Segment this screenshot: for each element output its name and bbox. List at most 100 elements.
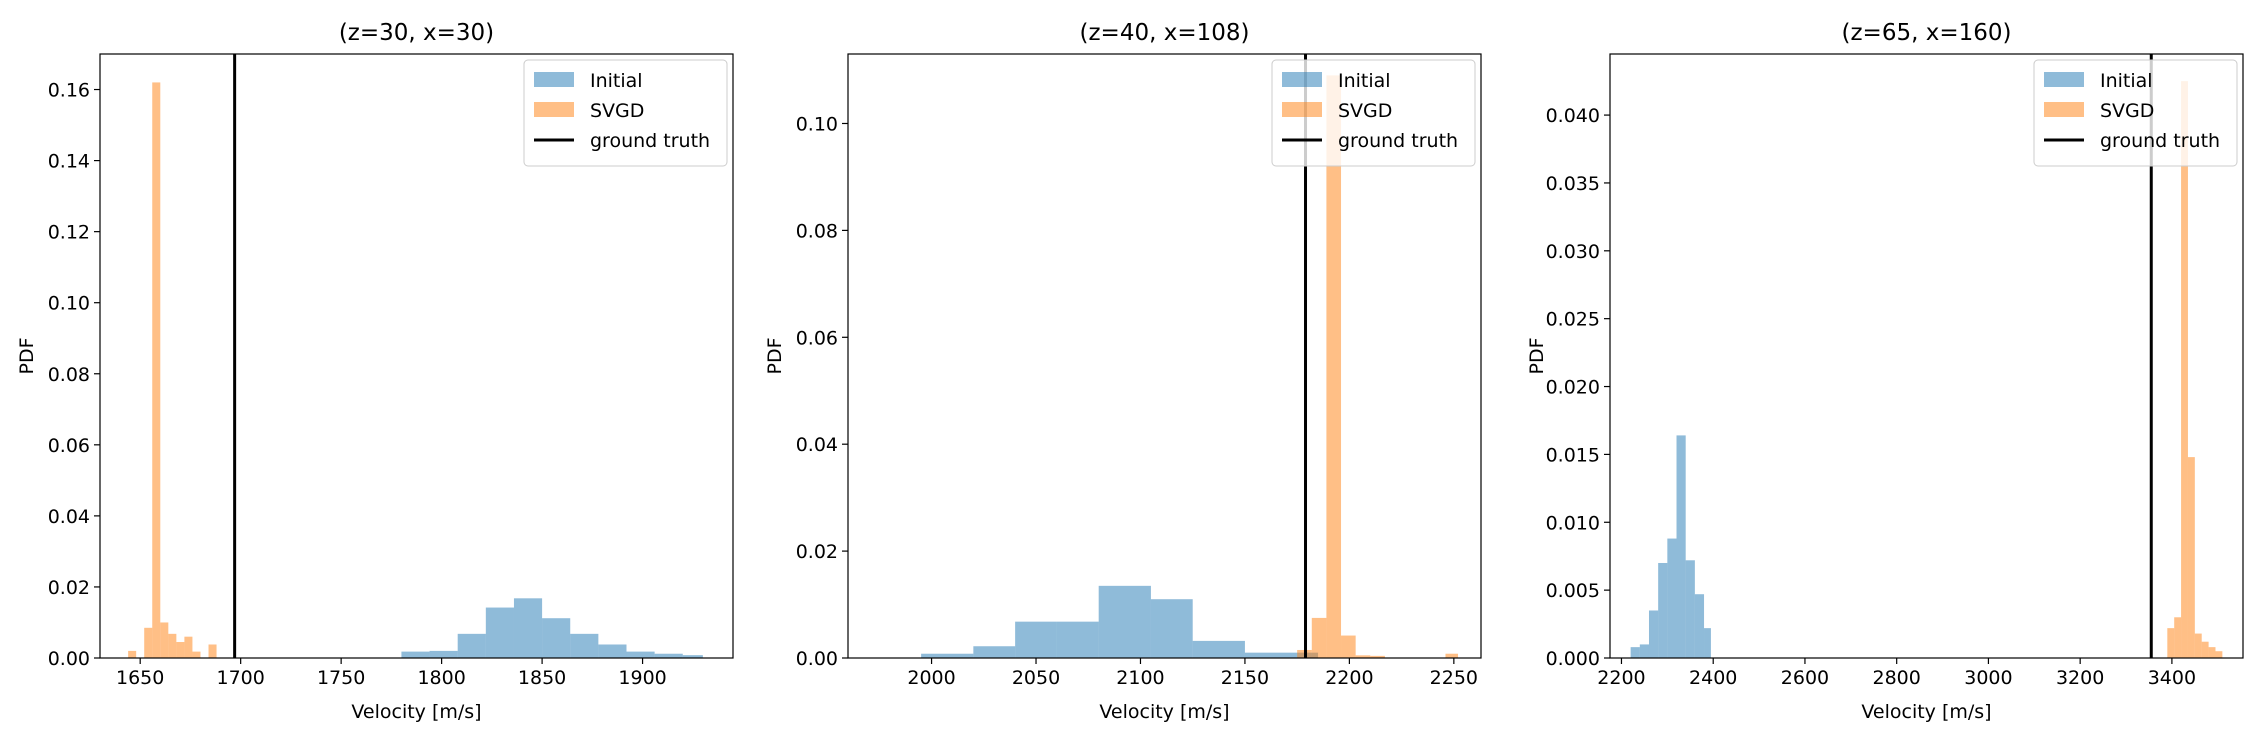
hist-bar-svgd: [168, 633, 177, 658]
axes-frame: [99, 53, 734, 659]
y-tick-label: 0.06: [796, 327, 838, 349]
legend-label-truth: ground truth: [2100, 130, 2220, 152]
hist-bar-svgd: [1370, 655, 1385, 658]
legend-box: [523, 59, 728, 167]
hist-bar-svgd: [2181, 81, 2188, 658]
plot-area: [128, 54, 703, 658]
y-tick-label: 0.16: [48, 80, 90, 102]
y-tick-label: 0.025: [1546, 309, 1600, 331]
hist-bar-initial: [542, 618, 571, 658]
hist-bar-initial: [1648, 610, 1659, 658]
legend-label-initial: Initial: [1338, 70, 1391, 92]
x-tick-label: 2150: [1221, 667, 1269, 689]
legend-swatch-initial: [2044, 72, 2084, 87]
legend-label-svgd: SVGD: [1338, 100, 1392, 122]
hist-bar-svgd: [2208, 647, 2216, 658]
hist-bar-svgd: [2194, 633, 2202, 658]
hist-bar-svgd: [1355, 655, 1371, 658]
legend-swatch-initial: [534, 72, 574, 87]
y-tick-label: 0.015: [1546, 444, 1600, 466]
legend-label-initial: Initial: [590, 70, 643, 92]
x-tick-label: 3400: [2148, 667, 2196, 689]
legend-swatch-svgd: [534, 102, 574, 117]
x-axis-label: Velocity [m/s]: [351, 701, 481, 723]
hist-bar-svgd: [2215, 651, 2223, 658]
hist-bar-initial: [682, 655, 703, 658]
chart-title: (z=40, x=108): [1080, 20, 1250, 46]
y-tick-label: 0.040: [1546, 105, 1600, 127]
x-tick-label: 1850: [518, 667, 566, 689]
legend: Initial SVGD ground truth: [2033, 59, 2238, 167]
legend-label-svgd: SVGD: [590, 100, 644, 122]
legend-swatch-svgd: [1282, 102, 1322, 117]
x-tick-label: 2050: [1012, 667, 1060, 689]
hist-bar-svgd: [144, 627, 153, 658]
hist-bar-initial: [1630, 647, 1640, 658]
hist-bar-svgd: [1311, 617, 1327, 658]
hist-bar-svgd: [152, 82, 161, 658]
hist-bar-svgd: [1341, 635, 1356, 658]
legend-swatch-svgd: [2044, 102, 2084, 117]
x-tick-label: 2250: [1430, 667, 1478, 689]
hist-bar-initial: [1667, 538, 1677, 658]
x-tick-label: 3200: [2056, 667, 2104, 689]
y-tick-label: 0.00: [796, 648, 838, 670]
x-tick-label: 2200: [1597, 667, 1645, 689]
hist-bar-svgd: [192, 651, 201, 658]
hist-bar-initial: [1098, 585, 1151, 658]
hist-bar-svgd: [176, 642, 185, 658]
hist-bar-initial: [1192, 640, 1245, 658]
x-tick-label: 1700: [216, 667, 264, 689]
x-tick-label: 1650: [116, 667, 164, 689]
hist-bar-initial: [654, 653, 683, 658]
x-tick-label: 2400: [1689, 667, 1737, 689]
hist-bar-initial: [921, 653, 974, 658]
hist-bar-svgd: [1326, 75, 1342, 658]
y-tick-label: 0.035: [1546, 173, 1600, 195]
plot-area: [921, 54, 1459, 658]
x-tick-label: 1800: [417, 667, 465, 689]
chart-title: (z=65, x=160): [1842, 20, 2012, 46]
hist-bar-svgd: [208, 644, 217, 658]
hist-bar-initial: [1676, 435, 1686, 658]
x-tick-label: 2100: [1116, 667, 1164, 689]
hist-bar-initial: [598, 644, 627, 658]
y-tick-label: 0.12: [48, 222, 90, 244]
legend-label-truth: ground truth: [590, 130, 710, 152]
y-tick-label: 0.030: [1546, 241, 1600, 263]
hist-bar-svgd: [160, 622, 169, 658]
hist-bar-initial: [513, 598, 543, 658]
hist-bar-initial: [1685, 560, 1695, 658]
y-axis-label: PDF: [764, 337, 786, 374]
hist-bar-initial: [401, 651, 430, 658]
hist-bar-initial: [1150, 599, 1193, 658]
x-tick-label: 2000: [907, 667, 955, 689]
panel-2: 2000 2050 2100 2150 2200 2250 0.00 0.02 0.04 0.06…: [764, 20, 1482, 723]
hist-bar-initial: [626, 651, 655, 658]
chart-title: (z=30, x=30): [339, 20, 494, 46]
axes-frame: [1609, 53, 2244, 659]
hist-bar-initial: [1704, 628, 1711, 658]
y-tick-label: 0.00: [48, 648, 90, 670]
legend-label-truth: ground truth: [1338, 130, 1458, 152]
panel-3: 2200 2400 2600 2800 3000 3200 3400 0.000 0.005 0.…: [1526, 20, 2244, 723]
hist-bar-initial: [457, 633, 486, 658]
y-tick-label: 0.005: [1546, 580, 1600, 602]
hist-bar-initial: [1694, 594, 1705, 658]
hist-bar-svgd: [184, 636, 193, 658]
y-tick-label: 0.02: [48, 577, 90, 599]
hist-bar-svgd: [2167, 628, 2175, 658]
y-tick-label: 0.04: [48, 506, 90, 528]
hist-bar-initial: [570, 633, 599, 658]
hist-bar-initial: [429, 650, 458, 658]
legend-box: [2033, 59, 2238, 167]
y-tick-label: 0.06: [48, 435, 90, 457]
x-tick-label: 3000: [1964, 667, 2012, 689]
x-tick-label: 2600: [1781, 667, 1829, 689]
y-axis-label: PDF: [16, 337, 38, 374]
hist-bar-svgd: [2187, 457, 2195, 658]
plot-area: [1630, 54, 2223, 658]
hist-bar-svgd: [2174, 617, 2182, 658]
hist-bar-svgd: [2201, 641, 2209, 658]
y-tick-label: 0.10: [48, 293, 90, 315]
